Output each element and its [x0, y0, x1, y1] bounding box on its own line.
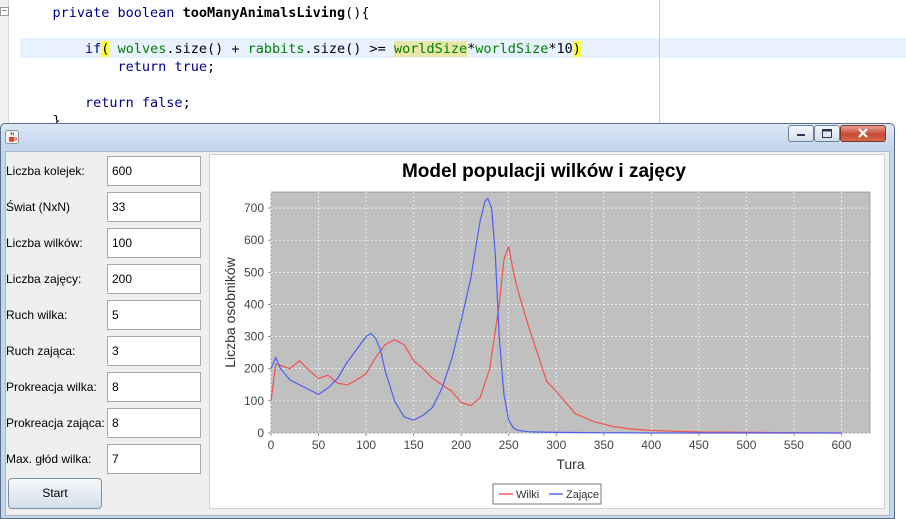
- y-tick-label: 200: [244, 362, 264, 376]
- maximize-button[interactable]: [814, 125, 840, 142]
- code-token: ): [572, 41, 581, 57]
- field-input[interactable]: 100: [107, 228, 201, 258]
- minimize-button[interactable]: [788, 125, 814, 142]
- code-token: return true: [117, 59, 207, 75]
- code-token: rabbits: [247, 41, 305, 57]
- y-tick-label: 600: [244, 233, 264, 247]
- y-tick-label: 400: [244, 297, 264, 311]
- y-tick-label: 0: [257, 426, 264, 440]
- code-line[interactable]: return true;: [20, 58, 216, 76]
- y-tick-label: 700: [244, 201, 264, 215]
- field-label: Liczba kolejek:: [6, 164, 85, 178]
- field-input[interactable]: 5: [107, 300, 201, 330]
- code-token: tooManyAnimalsLiving: [182, 5, 346, 21]
- x-tick-label: 450: [689, 438, 709, 452]
- legend-box: [492, 483, 602, 505]
- y-tick-label: 100: [244, 394, 264, 408]
- code-token: ;: [182, 95, 191, 111]
- field-label: Prokreacja wilka:: [6, 380, 97, 394]
- x-tick-label: 300: [546, 438, 566, 452]
- x-tick-label: 600: [831, 438, 851, 452]
- x-tick-label: 0: [268, 438, 275, 452]
- close-button[interactable]: [840, 125, 886, 142]
- field-input[interactable]: 8: [107, 408, 201, 438]
- code-token: (: [101, 41, 110, 57]
- code-indent: [20, 5, 53, 21]
- minimize-icon: [797, 134, 805, 136]
- app-window: Liczba kolejek: 600 Świat (NxN) 33 Liczba wi…: [0, 123, 895, 519]
- code-line[interactable]: return false;: [20, 94, 191, 112]
- code-indent: [20, 95, 85, 111]
- x-tick-label: 200: [451, 438, 471, 452]
- code-token: }: [52, 113, 61, 129]
- java-cup-icon: [5, 130, 19, 144]
- code-token: private boolean: [52, 5, 183, 21]
- code-editor[interactable]: − private boolean tooManyAnimalsLiving()…: [0, 0, 906, 140]
- field-input[interactable]: 7: [107, 444, 201, 474]
- code-token: worldSize: [393, 41, 468, 57]
- code-token: *: [467, 41, 476, 57]
- x-tick-label: 500: [736, 438, 756, 452]
- window-content: Liczba kolejek: 600 Świat (NxN) 33 Liczba wi…: [5, 151, 890, 516]
- code-token: wolves: [109, 41, 167, 57]
- y-tick-label: 500: [244, 265, 264, 279]
- code-line[interactable]: }: [20, 112, 61, 130]
- code-token: if: [85, 41, 102, 57]
- x-tick-label: 350: [594, 438, 614, 452]
- right-margin-line: [659, 0, 660, 140]
- y-axis-label: Liczba osobników: [222, 256, 238, 367]
- fold-collapse-icon[interactable]: −: [0, 6, 9, 16]
- field-label: Prokreacja zająca:: [6, 416, 105, 430]
- code-token: .size() >=: [304, 41, 394, 57]
- x-tick-label: 550: [784, 438, 804, 452]
- field-label: Świat (NxN): [6, 200, 71, 214]
- plot-area: [270, 191, 871, 434]
- series-line-wolves: [270, 245, 842, 434]
- x-tick-label: 150: [404, 438, 424, 452]
- code-token: (){: [345, 5, 370, 21]
- y-tick-label: 300: [244, 330, 264, 344]
- maximize-icon: [822, 129, 832, 138]
- x-tick-label: 100: [356, 438, 376, 452]
- field-label: Liczba wilków:: [6, 236, 83, 250]
- field-label: Ruch wilka:: [6, 308, 68, 322]
- start-button[interactable]: Start: [8, 478, 102, 509]
- chart-title: Model populacji wilków i zajęcy: [402, 161, 686, 182]
- code-token: *10: [548, 41, 573, 57]
- legend-label: Zające: [566, 489, 599, 501]
- field-label: Ruch zająca:: [6, 344, 76, 358]
- code-token: ;: [206, 59, 216, 75]
- window-titlebar[interactable]: [1, 124, 894, 149]
- x-axis-label: Tura: [556, 456, 584, 472]
- close-icon: [858, 128, 868, 138]
- code-line[interactable]: private boolean tooManyAnimalsLiving(){: [20, 4, 370, 22]
- code-token: worldSize: [475, 41, 549, 57]
- x-tick-label: 50: [312, 438, 326, 452]
- code-indent: [20, 41, 85, 57]
- field-label: Liczba zajęcy:: [6, 272, 82, 286]
- code-token: return false: [85, 95, 183, 111]
- population-chart: Model populacji wilków i zajęcy 0 50 100 150…: [222, 161, 871, 505]
- field-input[interactable]: 8: [107, 372, 201, 402]
- editor-gutter: [0, 0, 9, 140]
- x-tick-label: 250: [499, 438, 519, 452]
- field-label: Max. głód wilka:: [6, 452, 92, 466]
- field-input[interactable]: 200: [107, 264, 201, 294]
- x-tick-label: 400: [641, 438, 661, 452]
- chart-panel: Model populacji wilków i zajęcy 0 50 100 150…: [209, 154, 885, 509]
- code-line[interactable]: if( wolves.size() + rabbits.size() >= wo…: [20, 40, 581, 58]
- field-input[interactable]: 33: [107, 192, 201, 222]
- code-token: .size() +: [166, 41, 248, 57]
- field-input[interactable]: 3: [107, 336, 201, 366]
- series-line-rabbits: [270, 197, 842, 434]
- field-input[interactable]: 600: [107, 156, 201, 186]
- legend-label: Wilki: [516, 489, 539, 501]
- code-indent: [20, 59, 118, 75]
